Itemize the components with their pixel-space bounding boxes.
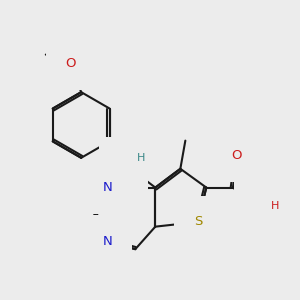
- Text: H: H: [136, 153, 145, 164]
- Text: N: N: [102, 235, 112, 248]
- Text: O: O: [66, 58, 76, 70]
- Text: H: H: [271, 201, 279, 211]
- Text: N: N: [102, 181, 112, 194]
- Text: O: O: [253, 200, 264, 213]
- Text: N: N: [118, 157, 128, 170]
- Text: S: S: [194, 215, 202, 229]
- Text: O: O: [231, 149, 242, 162]
